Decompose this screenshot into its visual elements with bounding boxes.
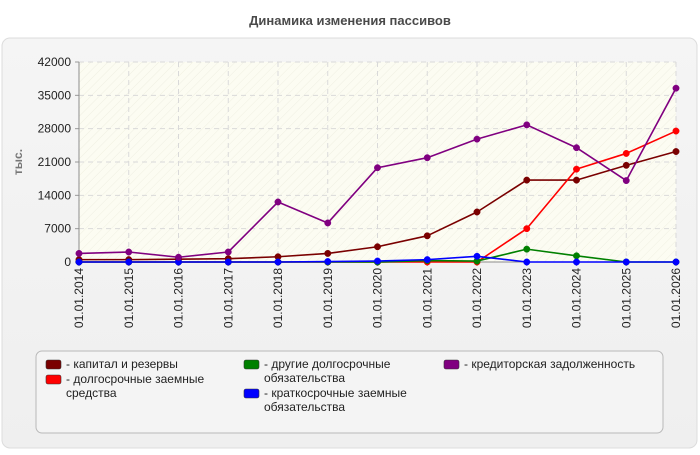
legend-label: средства — [66, 386, 117, 400]
data-point — [423, 154, 431, 162]
data-point — [423, 232, 431, 240]
chart-title: Динамика изменения пассивов — [249, 13, 451, 28]
x-tick-label: 01.01.2019 — [321, 268, 335, 328]
y-tick-label: 28000 — [38, 122, 72, 136]
legend-label: - краткосрочные заемные — [264, 386, 407, 400]
x-tick-label: 01.01.2017 — [221, 268, 235, 328]
data-point — [523, 225, 531, 233]
data-point — [622, 177, 630, 185]
data-point — [523, 121, 531, 129]
legend-label: - другие долгосрочные — [264, 357, 391, 371]
data-point — [324, 258, 332, 265]
axes: 0 7000 14000 21000 28000 35000 42000 01.01.2014… — [38, 55, 683, 328]
data-point — [473, 208, 481, 216]
legend-label: - кредиторская задолженность — [464, 357, 635, 371]
legend: - капитал и резервы- долгосрочные заемны… — [45, 357, 635, 414]
data-point — [324, 219, 332, 227]
data-point — [573, 165, 580, 173]
data-point — [274, 198, 282, 206]
data-point — [374, 243, 381, 251]
data-point — [175, 253, 182, 261]
data-point — [622, 161, 630, 169]
x-tick-label: 01.01.2015 — [122, 268, 136, 328]
data-point — [573, 144, 580, 152]
y-tick-label: 14000 — [38, 188, 72, 202]
y-tick-label: 0 — [64, 255, 71, 269]
data-point — [473, 135, 481, 143]
data-point — [523, 245, 531, 253]
data-point — [622, 149, 630, 157]
x-tick-label: 01.01.2014 — [72, 268, 86, 328]
y-tick-label: 21000 — [38, 155, 72, 169]
data-point — [622, 258, 630, 266]
data-point — [573, 176, 580, 184]
x-tick-label: 01.01.2025 — [619, 268, 633, 328]
legend-swatch — [45, 374, 62, 385]
data-point — [672, 258, 680, 266]
x-tick-label: 01.01.2018 — [271, 268, 285, 328]
legend-item[interactable]: - кредиторская задолженность — [443, 357, 635, 371]
data-point — [274, 258, 282, 266]
data-point — [125, 248, 133, 256]
x-tick-label: 01.01.2023 — [520, 268, 534, 328]
legend-item[interactable]: - капитал и резервы — [45, 357, 178, 371]
legend-swatch — [243, 359, 260, 370]
data-point — [125, 258, 133, 266]
x-tick-label: 01.01.2020 — [371, 268, 385, 328]
x-tick-label: 01.01.2026 — [669, 268, 683, 328]
legend-label: - долгосрочные заемные — [66, 372, 204, 386]
legend-label: - капитал и резервы — [66, 357, 178, 371]
legend-label: обязательства — [264, 400, 345, 414]
data-point — [573, 252, 580, 260]
data-point — [224, 248, 232, 256]
y-tick-label: 42000 — [38, 55, 72, 69]
data-point — [523, 258, 531, 266]
legend-swatch — [45, 359, 62, 370]
legend-label: обязательства — [264, 371, 345, 385]
data-point — [75, 258, 83, 266]
data-point — [523, 176, 531, 184]
data-point — [423, 256, 431, 264]
legend-box — [35, 350, 664, 434]
x-tick-label: 01.01.2016 — [172, 268, 186, 328]
series-5 — [75, 84, 680, 261]
data-point — [374, 257, 381, 265]
legend-swatch — [243, 388, 260, 399]
legend-swatch — [443, 359, 460, 370]
data-point — [672, 127, 680, 135]
y-tick-label: 35000 — [38, 88, 72, 102]
y-tick-label: 7000 — [44, 222, 71, 236]
data-point — [75, 249, 83, 257]
data-point — [324, 249, 332, 257]
data-point — [573, 258, 580, 266]
data-point — [672, 84, 680, 92]
x-tick-label: 01.01.2021 — [420, 268, 434, 328]
x-tick-label: 01.01.2022 — [470, 268, 484, 328]
x-tick-label: 01.01.2024 — [570, 268, 584, 328]
data-point — [224, 258, 232, 266]
series-4 — [75, 252, 680, 266]
data-point — [374, 164, 381, 172]
grid-lines — [79, 61, 677, 262]
y-axis-label: тыс. — [11, 149, 25, 175]
data-point — [672, 148, 680, 155]
data-point — [473, 252, 481, 260]
series-lines — [75, 84, 680, 266]
